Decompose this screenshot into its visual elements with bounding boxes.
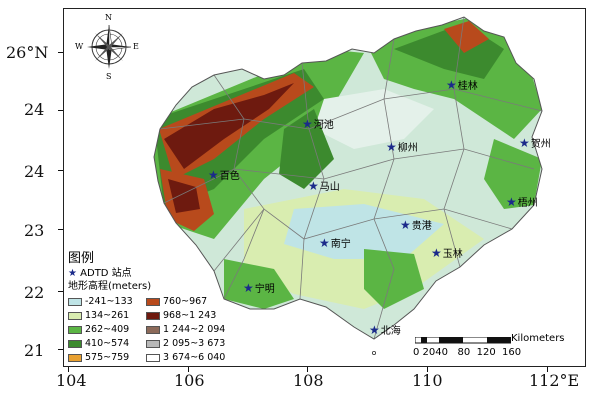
station-star-icon: ★ (506, 194, 517, 209)
station-wuzhou[interactable]: ★ 梧州 (506, 194, 538, 210)
legend-title: 图例 (68, 251, 95, 266)
legend-swatch (68, 339, 82, 348)
lon-tick (427, 367, 428, 372)
lat-label-26: 26°N (6, 43, 49, 62)
legend-item: 410~574 (68, 338, 129, 349)
station-hezhou[interactable]: ★ 贺州 (519, 135, 551, 151)
lon-tick (188, 367, 189, 372)
lat-tick (58, 349, 63, 350)
legend-item: 1 244~2 094 (146, 324, 225, 335)
legend-item: 3 674~6 040 (146, 352, 225, 363)
legend-item: -241~133 (68, 296, 133, 307)
lon-label-112: 112°E (529, 371, 580, 390)
lat-tick (58, 229, 63, 230)
legend-item: 2 095~3 673 (146, 338, 225, 349)
station-star-icon: ★ (400, 217, 411, 232)
station-guigang[interactable]: ★ 贵港 (400, 217, 432, 233)
station-hechi[interactable]: ★ 河池 (302, 116, 334, 132)
lon-tick (68, 367, 69, 372)
compass-n: N (105, 13, 112, 22)
legend-item: 968~1 243 (146, 310, 216, 321)
legend-swatch (68, 325, 82, 334)
legend-elevation-label: 地形高程(meters) (68, 281, 152, 292)
station-mashan[interactable]: ★ 马山 (308, 178, 340, 194)
scale-bar-graphic (415, 337, 511, 344)
legend-swatch (146, 339, 160, 348)
scale-bar: Kilometers 0 2040 80 120 160 (413, 333, 565, 361)
station-beihai[interactable]: ★ 北海 (369, 322, 401, 338)
lat-label-22: 22 (24, 283, 45, 302)
compass-e: E (133, 42, 139, 51)
legend-swatch (146, 325, 160, 334)
compass-rose-icon: N S E W (75, 13, 139, 81)
lat-label-24a: 24 (24, 100, 45, 119)
lat-label-24b: 24 (24, 162, 45, 181)
legend-item: 262~409 (68, 324, 129, 335)
lon-tick (307, 367, 308, 372)
scale-unit: Kilometers (511, 333, 565, 344)
legend-swatch (68, 297, 82, 306)
station-star-icon: ★ (68, 268, 77, 279)
lat-label-21: 21 (24, 341, 45, 360)
compass-w: W (75, 42, 84, 51)
station-star-icon: ★ (431, 245, 442, 260)
station-yulin[interactable]: ★ 玉林 (431, 245, 463, 261)
lat-label-23: 23 (24, 221, 45, 240)
station-nanning[interactable]: ★ 南宁 (319, 235, 351, 251)
scale-ticks: 0 2040 80 120 160 (413, 347, 522, 358)
station-guilin[interactable]: ★ 桂林 (446, 77, 478, 93)
station-star-icon: ★ (446, 77, 457, 92)
legend-station: ★ ADTD 站点 (68, 268, 132, 279)
lat-tick (58, 52, 63, 53)
lon-label-104: 104 (56, 371, 87, 390)
lat-tick (58, 170, 63, 171)
station-star-icon: ★ (369, 322, 380, 337)
legend-swatch (146, 311, 160, 320)
legend-swatch (68, 311, 82, 320)
station-baise[interactable]: ★ 百色 (208, 167, 240, 183)
station-ningming[interactable]: ★ 宁明 (243, 280, 275, 296)
station-star-icon: ★ (208, 167, 219, 182)
lat-tick (58, 291, 63, 292)
legend-item: 134~261 (68, 310, 129, 321)
legend-item: 575~759 (68, 352, 129, 363)
lon-label-106: 106 (174, 371, 205, 390)
station-star-icon: ★ (319, 235, 330, 250)
legend-swatch (146, 353, 160, 362)
station-star-icon: ★ (243, 280, 254, 295)
station-liuzhou[interactable]: ★ 柳州 (386, 139, 418, 155)
station-star-icon: ★ (308, 178, 319, 193)
lon-label-110: 110 (412, 371, 443, 390)
legend-swatch (68, 353, 82, 362)
legend-swatch (146, 297, 160, 306)
lon-label-108: 108 (293, 371, 324, 390)
lat-tick (58, 110, 63, 111)
station-star-icon: ★ (519, 135, 530, 150)
legend-item: 760~967 (146, 296, 207, 307)
compass-s: S (106, 72, 112, 81)
lon-tick (547, 367, 548, 372)
map-frame (63, 8, 586, 367)
elevation-map (153, 16, 543, 355)
station-star-icon: ★ (386, 139, 397, 154)
station-star-icon: ★ (302, 116, 313, 131)
legend: 图例 ★ ADTD 站点 地形高程(meters) -241~133 134~2… (66, 247, 266, 365)
